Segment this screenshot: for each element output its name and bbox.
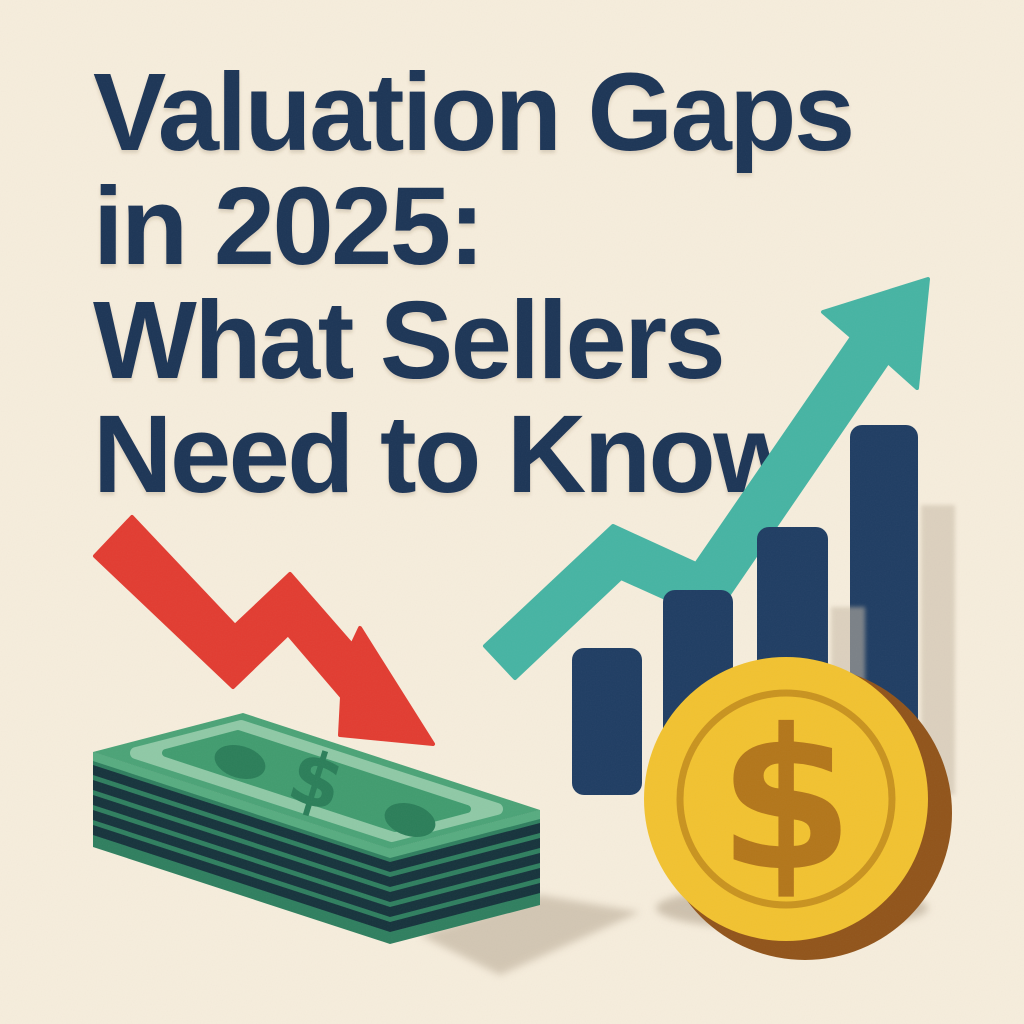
title-line-4: Need to Know — [93, 393, 799, 516]
title-line-1: Valuation Gaps — [93, 51, 853, 174]
bar-1 — [572, 648, 642, 795]
coin-dollar-sign: $ — [718, 687, 854, 914]
title-line-3: What Sellers — [93, 279, 723, 402]
title-line-2: in 2025: — [93, 165, 483, 288]
